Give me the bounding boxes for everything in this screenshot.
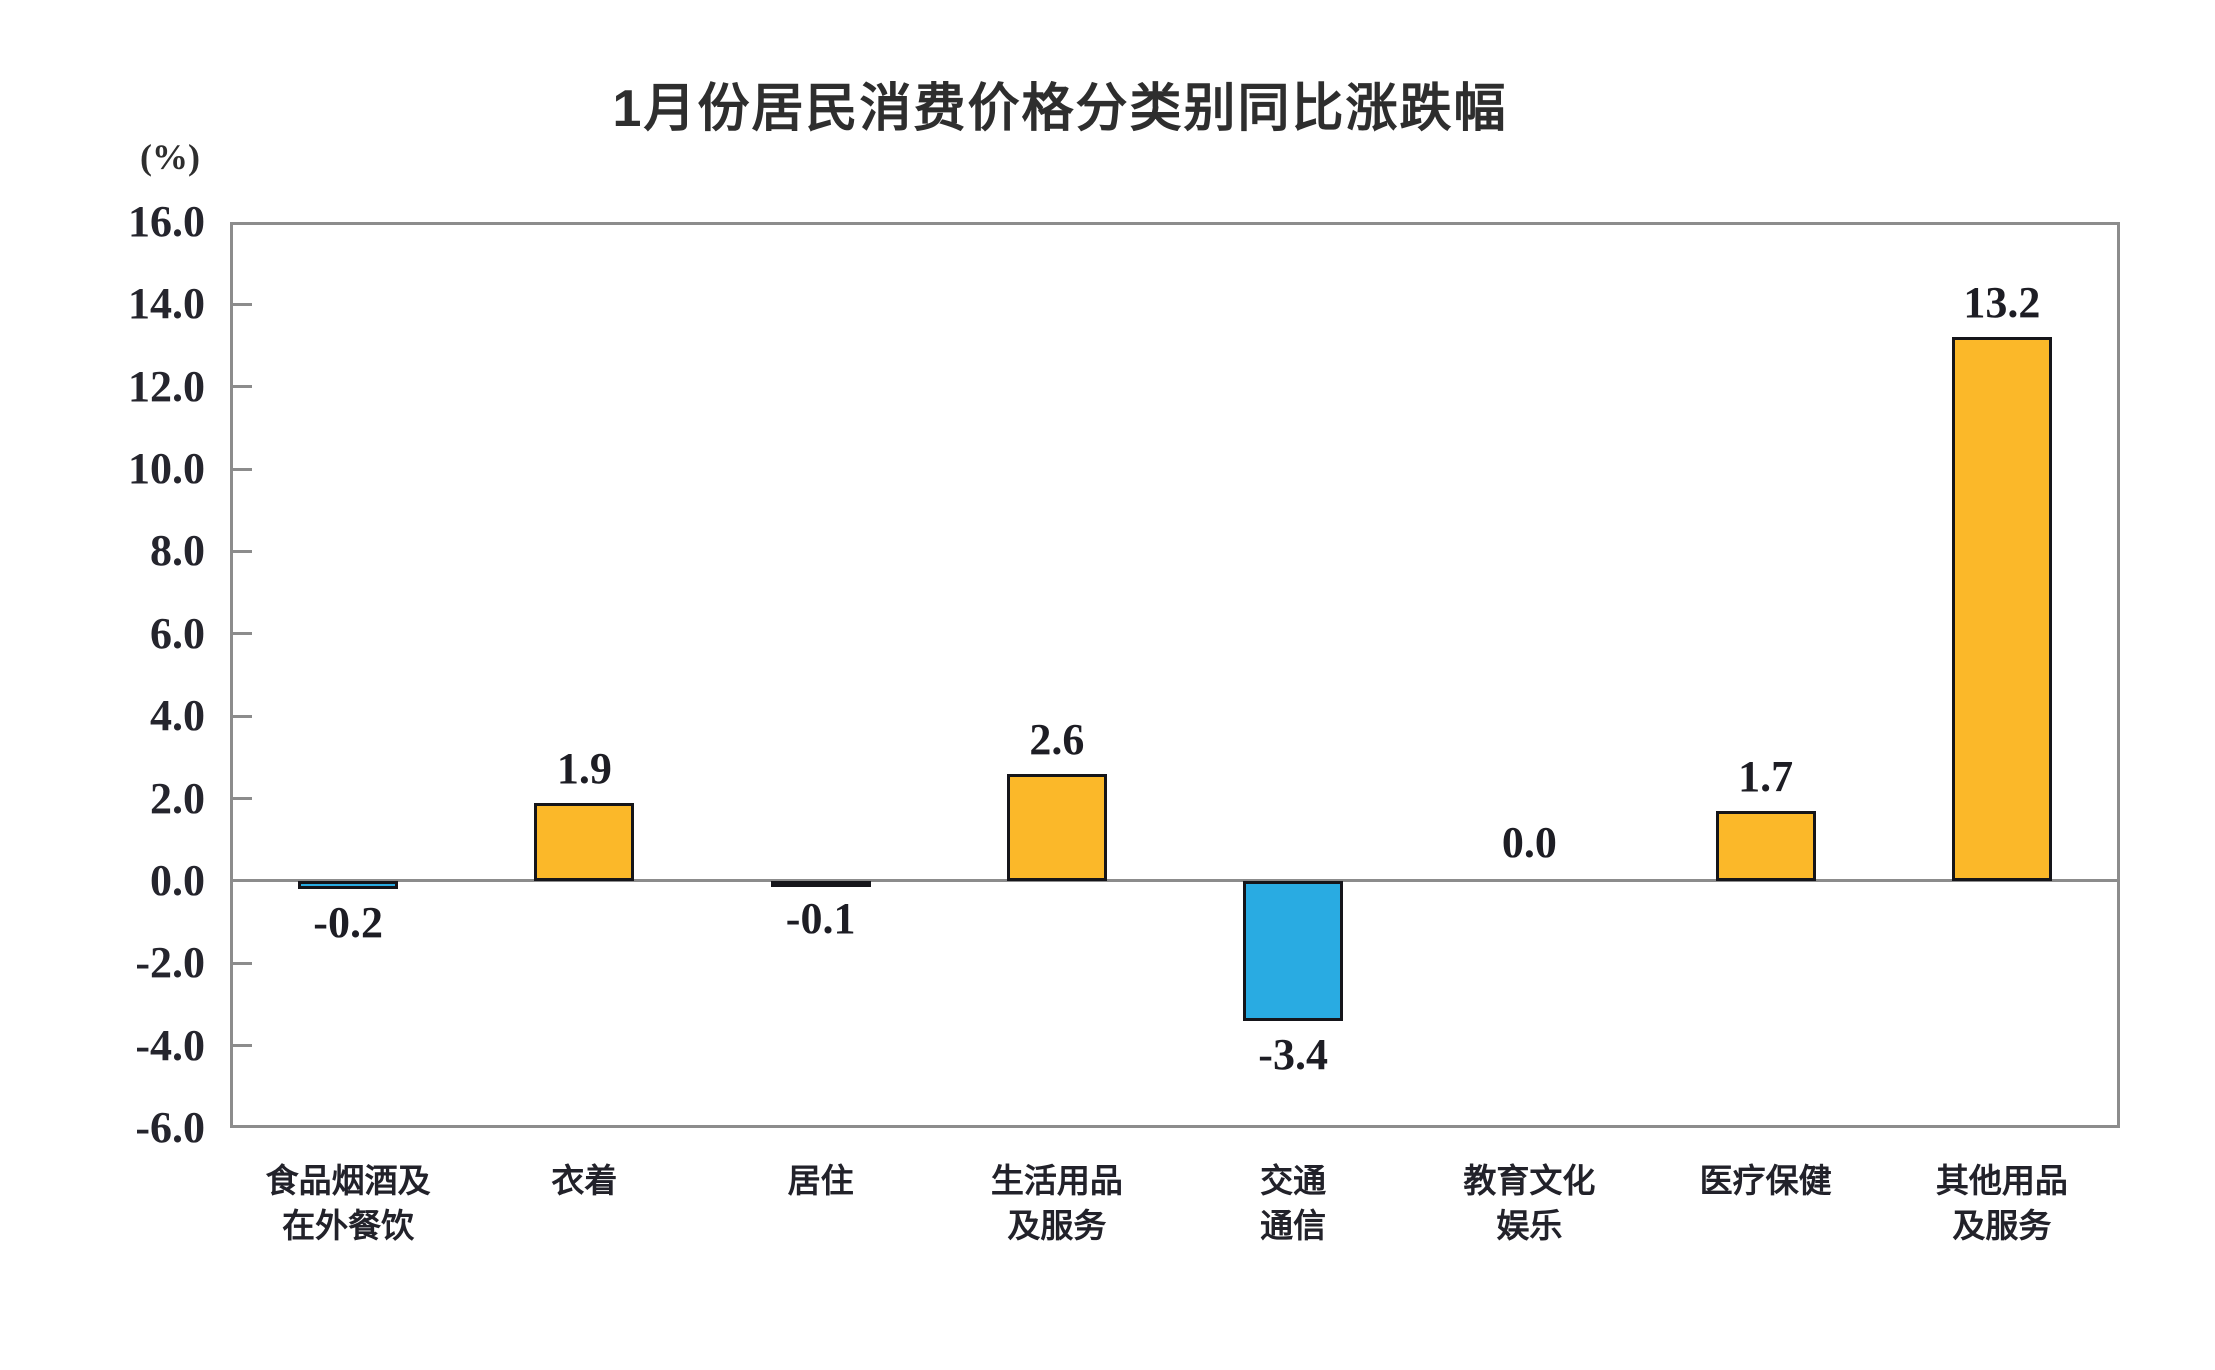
value-label: -3.4	[1258, 1029, 1328, 1079]
category-label-line: 其他用品	[1935, 1162, 2068, 1199]
category-label-line: 生活用品	[990, 1162, 1123, 1199]
category-label-line: 教育文化	[1463, 1162, 1596, 1199]
bar-positive	[1951, 337, 2052, 881]
y-tick-label: 6.0	[150, 608, 205, 658]
y-tick-label: 12.0	[128, 361, 205, 411]
value-label: -0.1	[785, 894, 856, 944]
y-tick-label: 16.0	[128, 197, 205, 246]
value-label: 2.6	[1029, 714, 1085, 764]
value-label: 1.7	[1738, 751, 1794, 801]
bar-positive	[534, 802, 635, 881]
category-label-line: 娱乐	[1496, 1207, 1563, 1244]
y-axis-tick-mark	[230, 302, 252, 306]
bar-negative	[1243, 880, 1344, 1021]
value-label: 1.9	[556, 743, 612, 793]
category-label-line: 通信	[1260, 1207, 1327, 1244]
y-axis-tick-mark	[230, 1044, 252, 1048]
category-label-line: 及服务	[1952, 1207, 2052, 1244]
y-tick-label: 0.0	[150, 855, 205, 905]
bar-positive	[1715, 810, 1816, 881]
y-tick-label: -2.0	[135, 938, 205, 988]
zero-baseline	[230, 879, 2120, 883]
bar-negative	[298, 880, 399, 890]
category-label-line: 居住	[787, 1162, 854, 1199]
category-label-line: 在外餐饮	[282, 1207, 415, 1244]
y-tick-label: 2.0	[150, 773, 205, 823]
y-tick-label: 4.0	[150, 691, 205, 741]
value-label: 13.2	[1963, 278, 2041, 328]
y-axis-unit-label: (%)	[140, 137, 200, 177]
y-axis-tick-mark	[230, 632, 252, 636]
category-label-line: 医疗保健	[1699, 1162, 1832, 1199]
category-label-line: 交通	[1260, 1162, 1327, 1199]
y-tick-label: 14.0	[128, 279, 205, 329]
y-axis-tick-mark	[230, 385, 252, 389]
y-axis-tick-mark	[230, 549, 252, 553]
bar-positive	[1006, 773, 1107, 881]
y-tick-label: 8.0	[150, 526, 205, 576]
y-axis-tick-mark	[230, 467, 252, 471]
y-tick-label: -6.0	[135, 1103, 205, 1152]
value-label: 0.0	[1501, 817, 1557, 867]
category-label-line: 食品烟酒及	[265, 1162, 431, 1199]
y-tick-label: 10.0	[128, 444, 205, 494]
chart-title: 1月份居民消费价格分类别同比涨跌幅	[612, 80, 1508, 138]
y-axis-tick-mark	[230, 797, 252, 801]
bar-negative	[770, 880, 871, 887]
plot-area	[230, 222, 2120, 1128]
value-label: -0.2	[313, 898, 383, 948]
y-axis-tick-mark	[230, 961, 252, 965]
y-axis-tick-mark	[230, 714, 252, 718]
category-label-line: 及服务	[1007, 1207, 1107, 1244]
y-tick-label: -4.0	[135, 1020, 205, 1070]
category-label-line: 衣着	[551, 1162, 618, 1199]
